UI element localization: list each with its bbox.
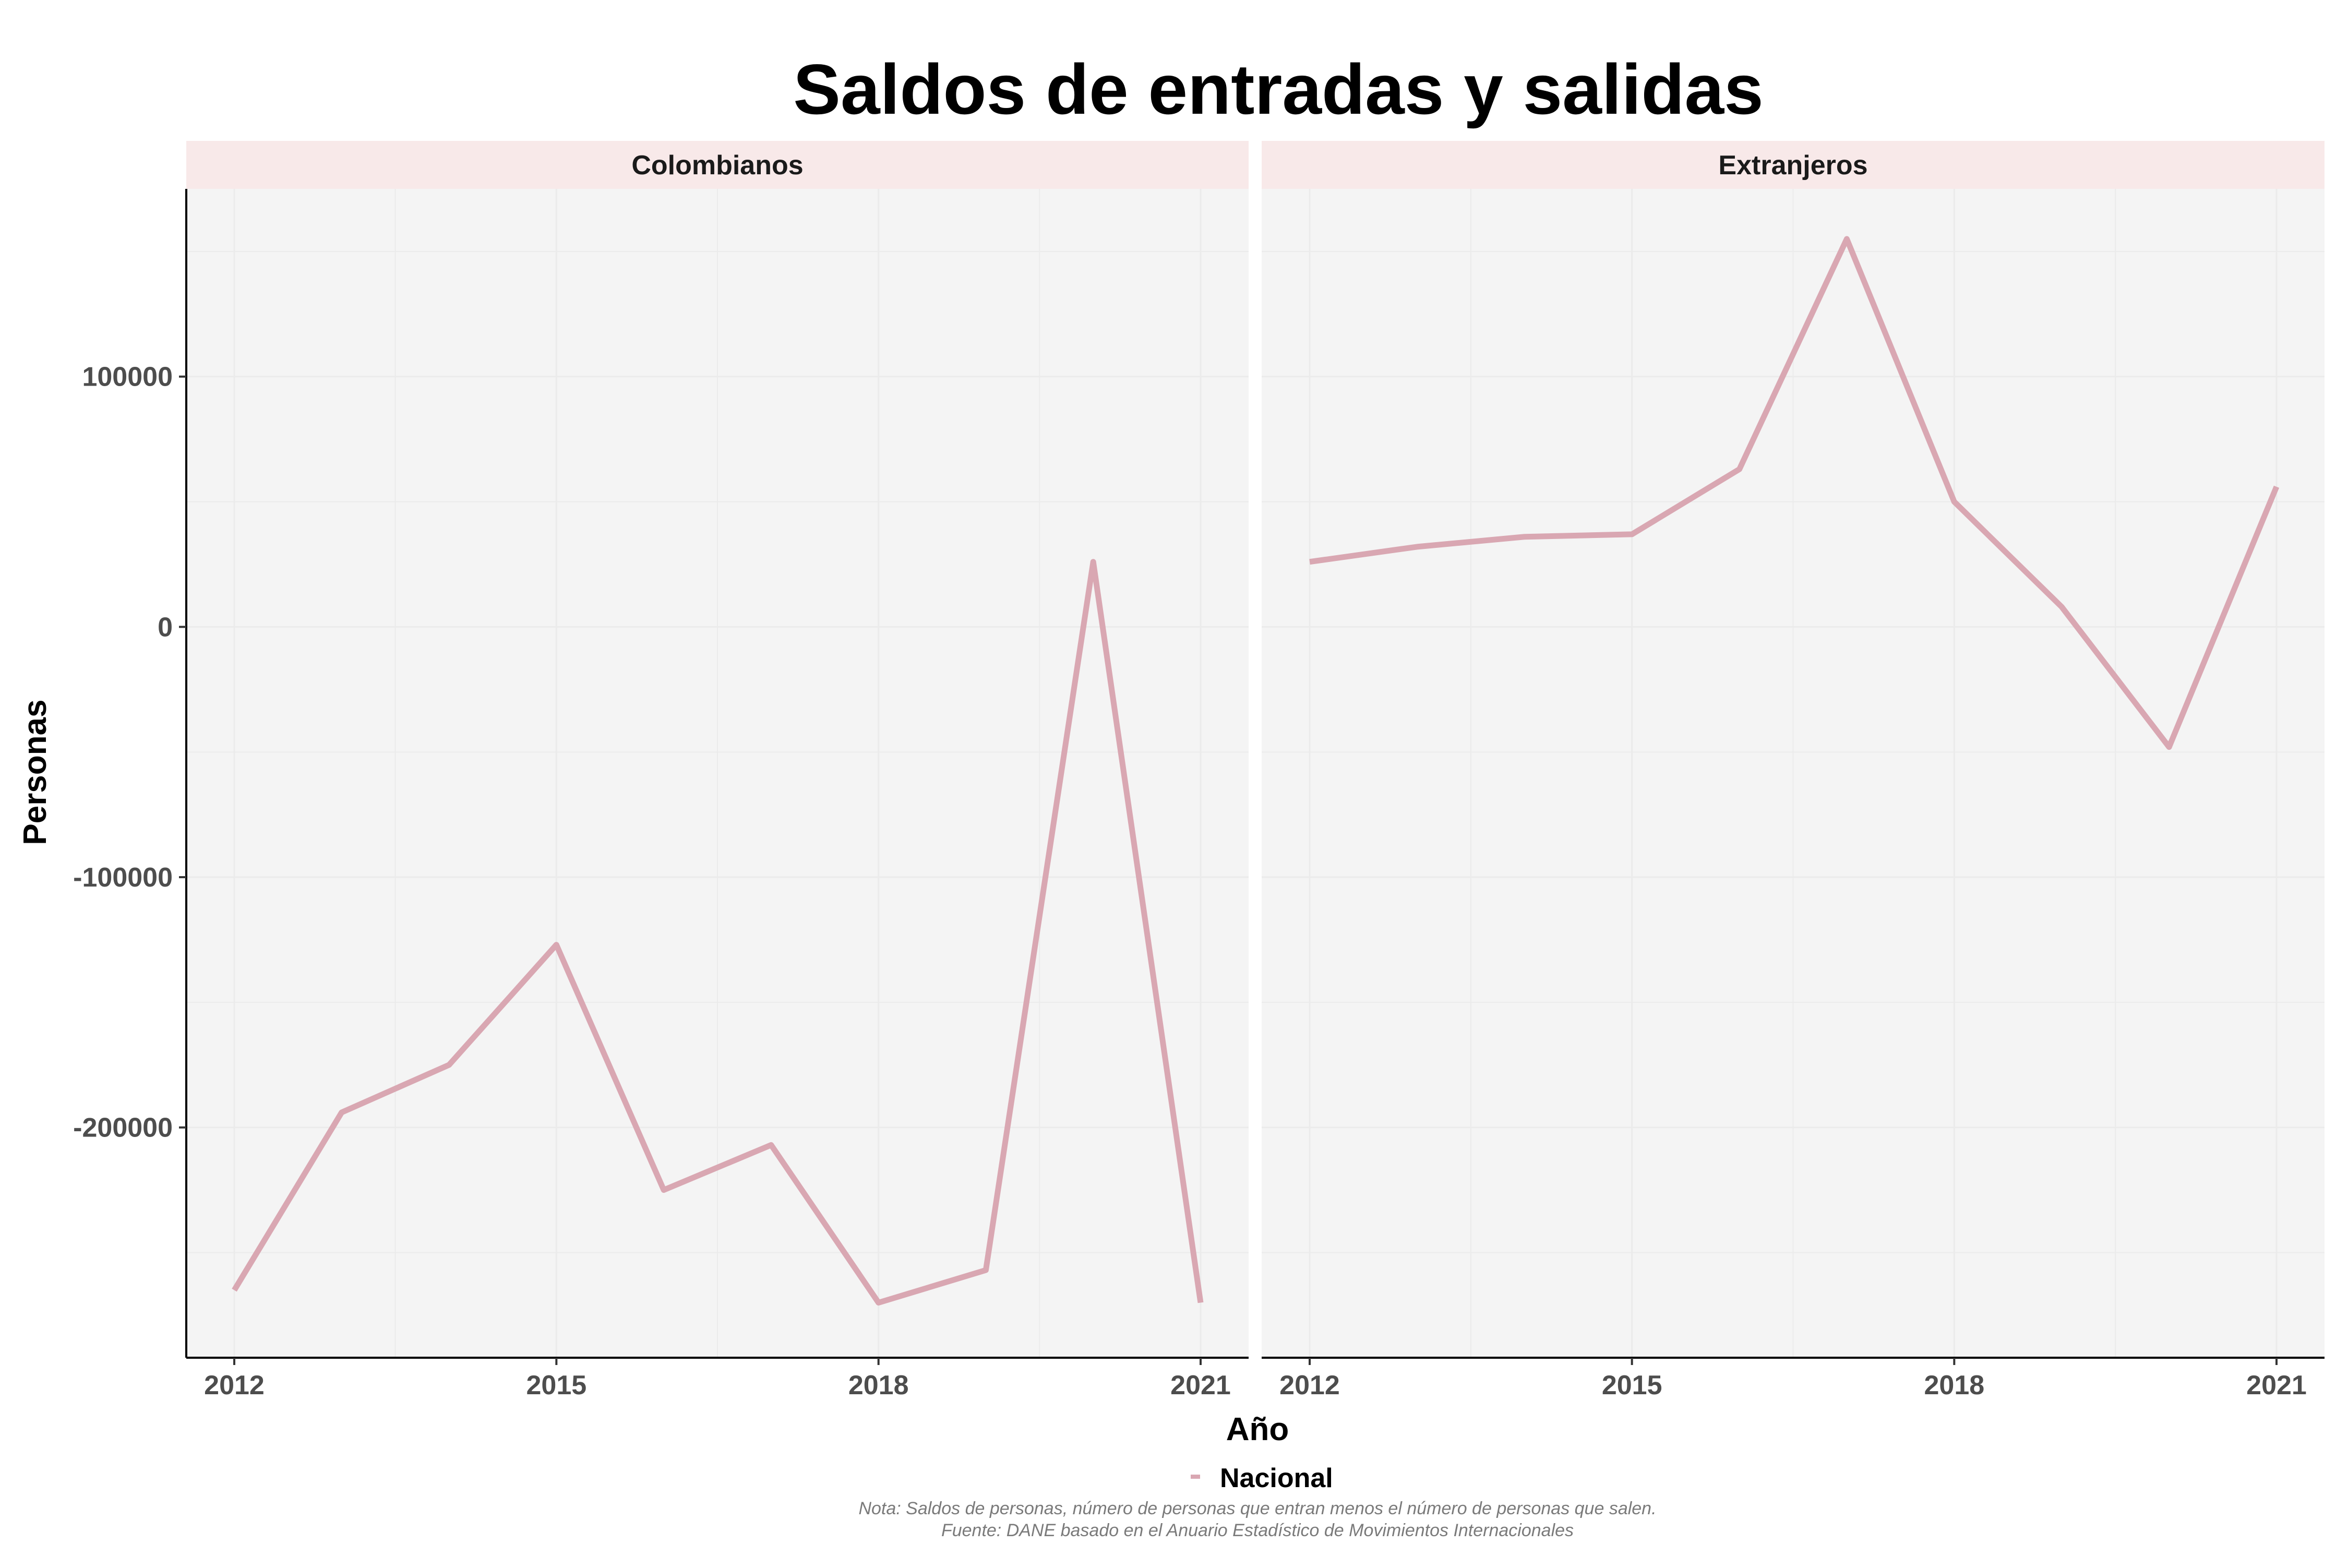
x-tick-label: 2018 [848, 1370, 909, 1401]
series-line-nacional-extranjeros [1309, 236, 2280, 750]
chart-title: Saldos de entradas y salidas [793, 50, 1764, 129]
y-tick-label: 0 [158, 612, 173, 642]
panel-extranjeros: Extranjeros 2012 2015 2018 2021 [1262, 141, 2325, 1401]
x-tick-label: 2021 [1170, 1370, 1231, 1401]
panels: Colombianos 2012 2015 2018 2021 100000 0 -10000… [73, 141, 2325, 1401]
x-tick-label: 2015 [1602, 1370, 1662, 1401]
facet-strip [1262, 141, 2325, 189]
note-text: Nota: Saldos de personas, número de pers… [858, 1499, 1656, 1518]
x-axis-label: Año [1226, 1411, 1289, 1447]
facet-label-colombianos: Colombianos [631, 150, 803, 181]
panel-colombianos: Colombianos 2012 2015 2018 2021 100000 0 -10000… [73, 141, 1249, 1401]
facet-label-extranjeros: Extranjeros [1718, 150, 1867, 181]
legend-label-nacional: Nacional [1220, 1463, 1333, 1493]
y-tick-label: -200000 [73, 1113, 173, 1143]
legend-key-nacional [1191, 1475, 1200, 1479]
y-axis-label: Personas [17, 699, 53, 845]
x-tick-label: 2015 [526, 1370, 586, 1401]
source-text: Fuente: DANE basado en el Anuario Estadí… [941, 1521, 1574, 1540]
facet-strip [186, 141, 1249, 189]
legend: Nacional [1191, 1463, 1333, 1493]
x-tick-label: 2012 [204, 1370, 265, 1401]
x-tick-label: 2021 [2246, 1370, 2307, 1401]
x-tick-label: 2018 [1924, 1370, 1984, 1401]
y-tick-label: 100000 [82, 362, 173, 392]
series-line-nacional-colombianos [232, 559, 1204, 1306]
x-tick-label: 2012 [1279, 1370, 1340, 1401]
y-tick-label: -100000 [73, 863, 173, 893]
